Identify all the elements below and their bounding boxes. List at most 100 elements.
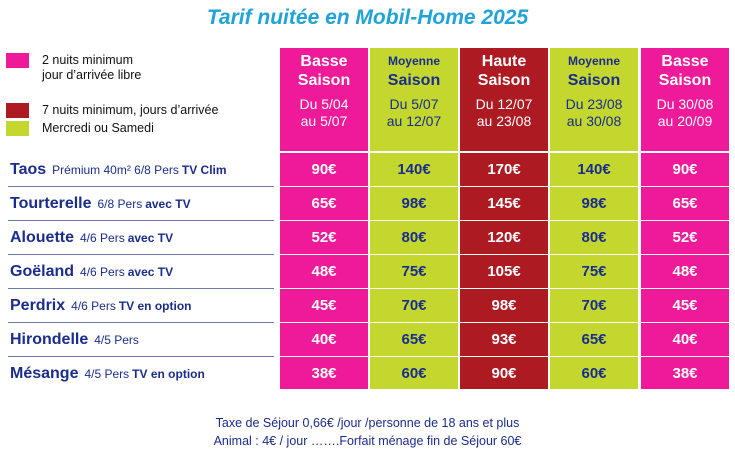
season-column: Basse Saison Du 5/04 au 5/07 <box>280 48 368 389</box>
mobilhome-equipment: avec TV <box>127 231 174 245</box>
season-name: Moyenne <box>387 54 440 68</box>
mobilhome-description: 4/6 Pers <box>80 231 125 245</box>
price-cell: 93€ <box>491 331 517 348</box>
row-divider <box>8 288 274 289</box>
price-cell: 90€ <box>491 365 517 382</box>
mobilhome-description: 4/5 Pers <box>84 367 130 381</box>
mobilhome-description: 4/5 Pers <box>94 333 139 347</box>
season-from: Du 5/07 <box>389 96 439 112</box>
cell-gap <box>641 186 729 187</box>
row-divider <box>8 186 274 187</box>
season-label: Saison <box>477 72 531 89</box>
row-label: Alouette 4/6 Pers avec TV <box>10 221 173 254</box>
cell-gap <box>550 220 638 221</box>
price-cell: 140€ <box>577 161 611 178</box>
season-label: Saison <box>567 72 621 89</box>
price-cell: 65€ <box>581 331 607 348</box>
price-cell: 98€ <box>491 297 517 314</box>
price-cell: 98€ <box>581 195 607 212</box>
cell-gap <box>460 220 548 221</box>
season-from: Du 12/07 <box>475 96 533 112</box>
cell-gap <box>550 288 638 289</box>
season-name: Haute <box>481 53 527 70</box>
season-to: au 23/08 <box>476 113 532 129</box>
season-to: au 5/07 <box>300 113 348 129</box>
season-column: Basse Saison Du 30/08 au 20/09 <box>641 48 729 389</box>
header-gap <box>550 151 638 153</box>
price-cell: 48€ <box>672 263 698 280</box>
mobilhome-name: Mésange <box>10 365 79 382</box>
cell-gap <box>641 288 729 289</box>
price-cell: 80€ <box>581 229 607 246</box>
price-cell: 98€ <box>401 195 427 212</box>
cell-gap <box>280 356 368 357</box>
legend-swatch <box>6 103 29 118</box>
row-divider <box>8 254 274 255</box>
legend-text: jour d’arrivée libre <box>42 68 142 82</box>
footer-animal-line: Animal : 4€ / jour …….Forfait ménage fin… <box>213 434 522 448</box>
mobilhome-description: 4/6 Pers <box>71 299 116 313</box>
price-cell: 52€ <box>311 229 337 246</box>
cell-gap <box>460 356 548 357</box>
cell-gap <box>280 288 368 289</box>
cell-gap <box>280 186 368 187</box>
row-label: Mésange 4/5 Pers TV en option <box>10 357 205 390</box>
price-cell: 75€ <box>401 263 427 280</box>
cell-gap <box>641 322 729 323</box>
season-from: Du 23/08 <box>565 96 623 112</box>
price-cell: 38€ <box>672 365 698 382</box>
season-to: au 12/07 <box>386 113 442 129</box>
cell-gap <box>550 186 638 187</box>
header-gap <box>641 151 729 153</box>
cell-gap <box>641 220 729 221</box>
row-label: Goëland 4/6 Pers avec TV <box>10 255 173 288</box>
season-to: au 20/09 <box>657 113 713 129</box>
row-label: Taos Prémium 40m² 6/8 Pers TV Clim <box>10 153 227 186</box>
legend-swatch <box>6 121 29 136</box>
price-cell: 52€ <box>672 229 698 246</box>
cell-gap <box>370 254 458 255</box>
row-label: Hirondelle 4/5 Pers <box>10 323 139 356</box>
price-cell: 40€ <box>672 331 698 348</box>
mobilhome-name: Goëland <box>10 263 75 280</box>
price-cell: 145€ <box>487 195 521 212</box>
price-cell: 70€ <box>401 297 427 314</box>
footer-tax-line: Taxe de Séjour 0,66€ /jour /personne de … <box>215 416 520 430</box>
page-title: Tarif nuitée en Mobil-Home 2025 <box>206 6 529 29</box>
cell-gap <box>370 322 458 323</box>
season-column: Moyenne Saison Du 23/08 au 30/08 <box>550 48 638 389</box>
cell-gap <box>280 322 368 323</box>
header-gap <box>460 151 548 153</box>
cell-gap <box>460 254 548 255</box>
season-to: au 30/08 <box>566 113 622 129</box>
mobilhome-name: Tourterelle <box>10 195 92 212</box>
price-cell: 60€ <box>581 365 607 382</box>
price-cell: 105€ <box>487 263 521 280</box>
price-cell: 70€ <box>581 297 607 314</box>
season-column: Haute Saison Du 12/07 au 23/08 <box>460 48 548 389</box>
legend-text: 7 nuits minimum, jours d’arrivée <box>42 103 219 117</box>
cell-gap <box>370 288 458 289</box>
cell-gap <box>370 186 458 187</box>
season-label: Saison <box>387 72 441 89</box>
price-cell: 65€ <box>401 331 427 348</box>
season-name: Basse <box>300 53 348 70</box>
mobilhome-equipment: avec TV <box>127 265 174 279</box>
price-cell: 80€ <box>401 229 427 246</box>
cell-gap <box>280 254 368 255</box>
legend-text: 2 nuits minimum <box>42 53 133 67</box>
cell-gap <box>641 254 729 255</box>
season-label: Saison <box>297 72 351 89</box>
mobilhome-equipment: TV en option <box>132 367 205 381</box>
price-cell: 45€ <box>672 297 698 314</box>
cell-gap <box>370 220 458 221</box>
cell-gap <box>370 356 458 357</box>
cell-gap <box>550 254 638 255</box>
mobilhome-equipment: avec TV <box>145 197 191 211</box>
mobilhome-description: 4/6 Pers <box>80 265 125 279</box>
mobilhome-equipment: TV Clim <box>181 163 227 177</box>
price-cell: 120€ <box>487 229 521 246</box>
season-from: Du 30/08 <box>656 96 714 112</box>
price-cell: 90€ <box>311 161 337 178</box>
price-cell: 38€ <box>311 365 337 382</box>
